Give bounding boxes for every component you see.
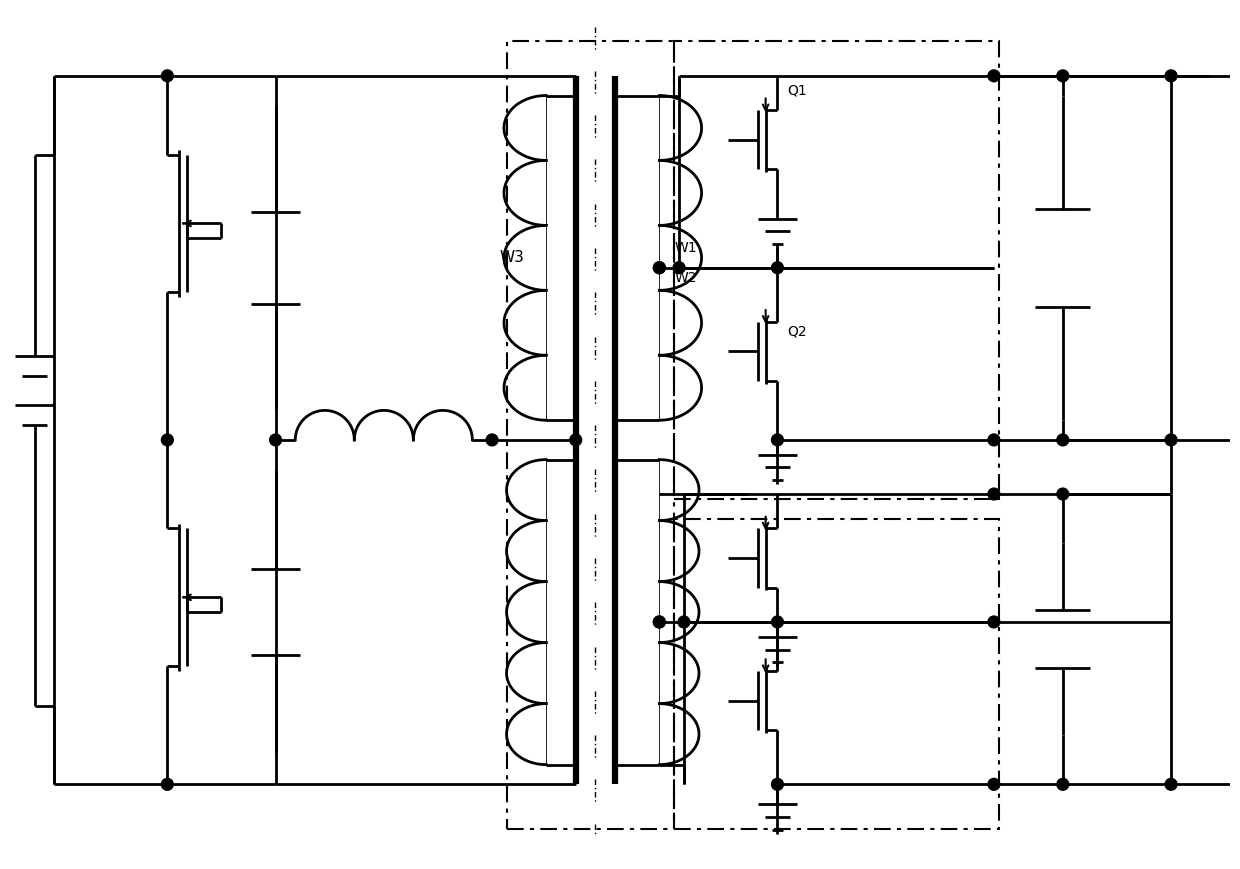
Circle shape — [1166, 70, 1177, 82]
Circle shape — [1056, 488, 1069, 500]
Text: W1: W1 — [675, 241, 697, 255]
Circle shape — [653, 262, 666, 274]
Text: Q2: Q2 — [787, 325, 807, 339]
Bar — [675, 42, 999, 499]
Circle shape — [570, 434, 582, 446]
Circle shape — [771, 434, 784, 446]
Circle shape — [161, 70, 174, 82]
Text: W3: W3 — [500, 250, 525, 265]
Circle shape — [988, 488, 999, 500]
Circle shape — [161, 779, 174, 790]
Circle shape — [988, 779, 999, 790]
Text: W2: W2 — [675, 270, 697, 284]
Circle shape — [1166, 779, 1177, 790]
Circle shape — [269, 434, 281, 446]
Circle shape — [1056, 779, 1069, 790]
Text: Q1: Q1 — [787, 83, 807, 97]
Circle shape — [653, 616, 666, 628]
Circle shape — [771, 262, 784, 274]
Circle shape — [161, 434, 174, 446]
Circle shape — [1056, 70, 1069, 82]
Circle shape — [988, 70, 999, 82]
Bar — [675, 519, 999, 829]
Circle shape — [988, 434, 999, 446]
Circle shape — [653, 616, 666, 628]
Circle shape — [653, 262, 666, 274]
Circle shape — [678, 616, 689, 628]
Circle shape — [1056, 434, 1069, 446]
Circle shape — [486, 434, 498, 446]
Bar — [507, 42, 675, 829]
Circle shape — [1166, 434, 1177, 446]
Circle shape — [771, 616, 784, 628]
Circle shape — [673, 262, 684, 274]
Circle shape — [771, 779, 784, 790]
Circle shape — [988, 616, 999, 628]
